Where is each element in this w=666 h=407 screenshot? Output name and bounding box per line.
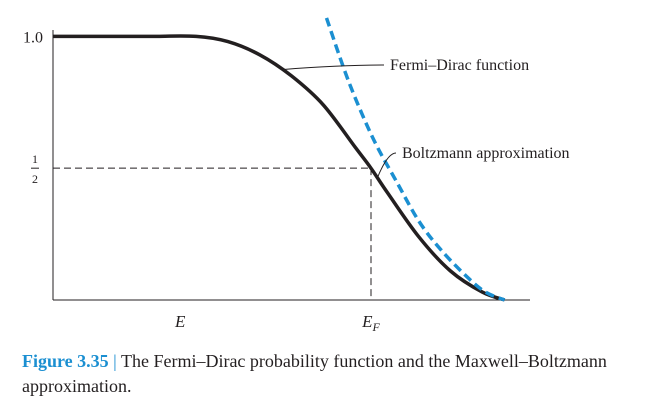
fermi-dirac-label: Fermi–Dirac function [390,57,529,74]
y-tick-label-denominator: 2 [32,172,38,186]
y-tick-label-numerator: 1 [32,152,38,166]
boltzmann-curve [324,17,506,302]
plot-area: 1.0 1 2 E EF Fermi–Dirac function Boltzmann ap… [23,17,570,334]
caption-text: The Fermi–Dirac probability function and… [22,351,607,396]
annotation-leader-line [376,152,397,178]
y-tick-label: 1.0 [23,29,43,46]
caption-number: Figure 3.35 [22,351,109,371]
boltzmann-label: Boltzmann approximation [402,145,570,162]
caption-separator: | [113,351,117,371]
x-tick-label-subscript: F [372,320,381,334]
annotation-leader-line [281,64,385,71]
figure-caption: Figure 3.35 | The Fermi–Dirac probabilit… [22,349,642,399]
x-tick-label: EF [361,312,380,334]
fermi-dirac-curve [52,34,506,302]
x-tick-label: E [174,312,186,331]
